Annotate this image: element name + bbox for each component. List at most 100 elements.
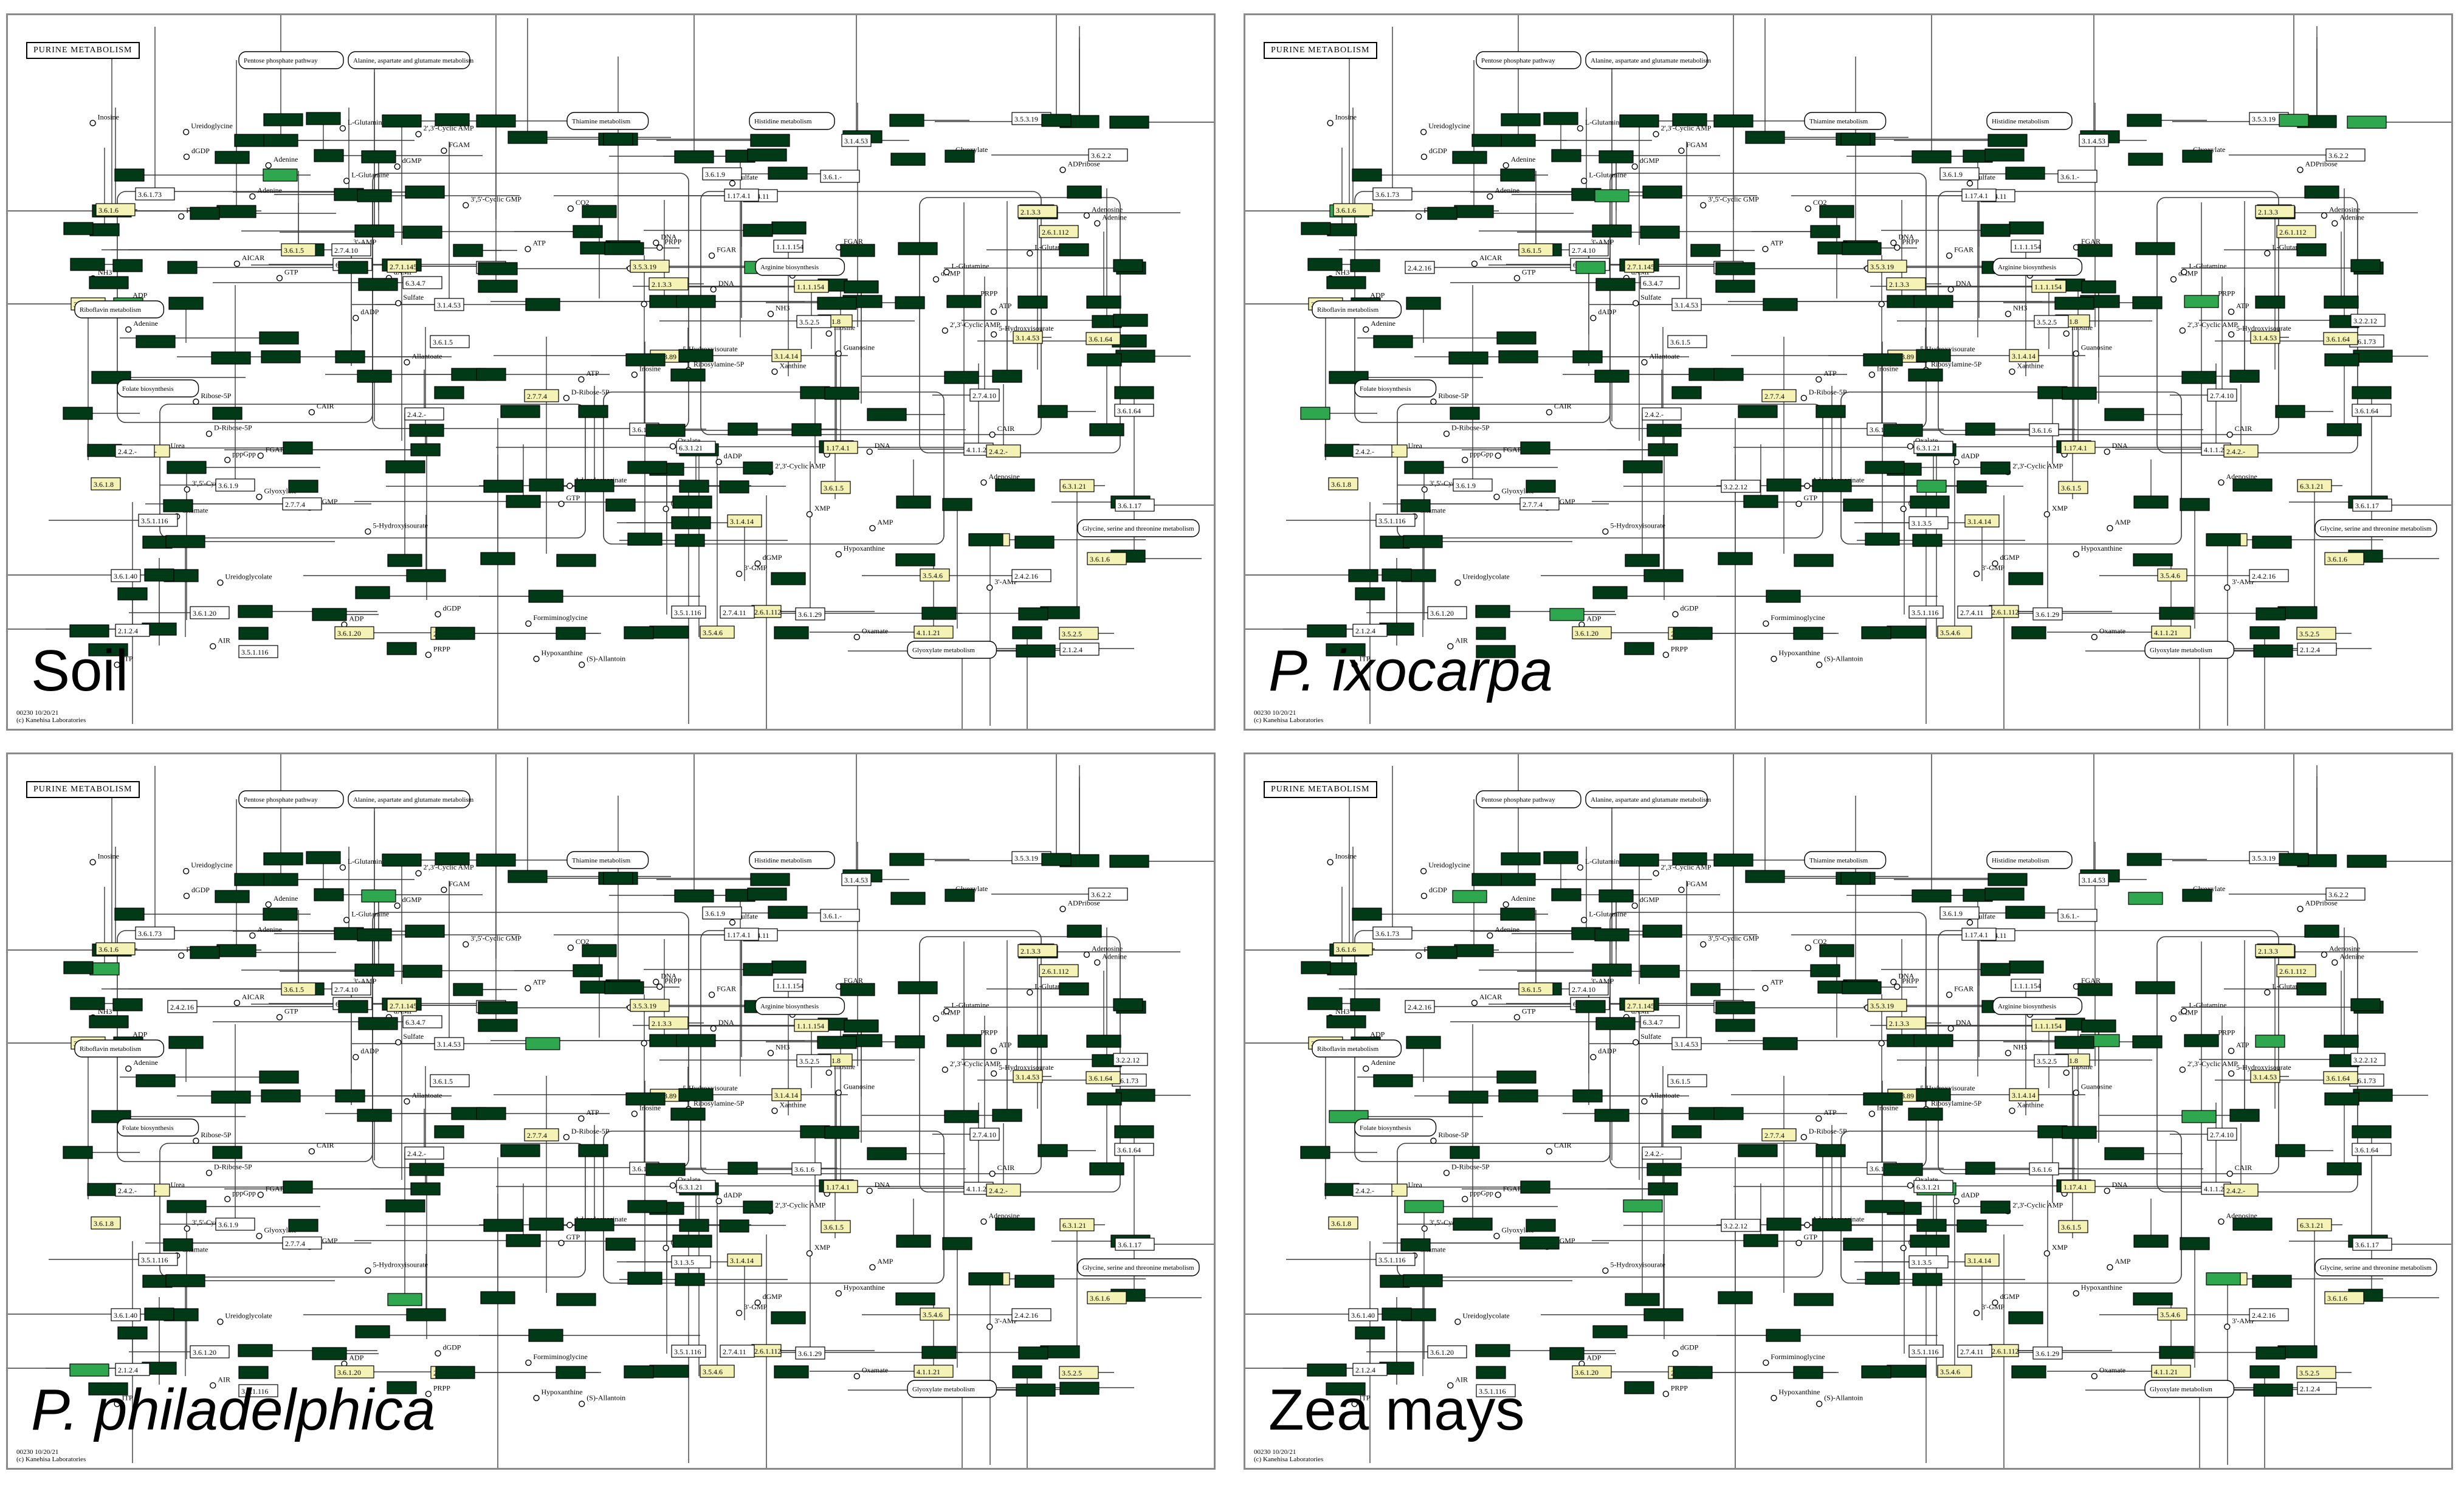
linked-map-box: Glyoxylate metabolism <box>2144 641 2235 659</box>
svg-text:3.6.1.6: 3.6.1.6 <box>2032 426 2052 435</box>
enzyme-box <box>476 853 516 867</box>
compound-label: pppGpp <box>232 450 256 458</box>
compound-label: CAIR <box>317 1141 334 1149</box>
enzyme-box <box>2132 1035 2163 1049</box>
enzyme-box <box>167 261 198 274</box>
enzyme-box <box>921 1346 957 1359</box>
svg-text:2.7.1.145: 2.7.1.145 <box>1627 263 1654 271</box>
compound-label: Allantoate <box>1649 352 1679 360</box>
enzyme-box <box>1594 189 1629 202</box>
compound-label: ATP <box>1770 978 1783 987</box>
svg-text:3.6.1.5: 3.6.1.5 <box>824 1223 844 1231</box>
svg-text:4.1.1.21: 4.1.1.21 <box>966 446 990 454</box>
compound-label: Adenine <box>133 319 158 328</box>
enzyme-box: 2.6.1.112 <box>1039 225 1079 238</box>
enzyme-box <box>1543 112 1578 125</box>
enzyme-box <box>1812 1218 1852 1231</box>
enzyme-box: 3.6.1.- <box>2057 170 2097 183</box>
enzyme-box <box>1453 1217 1493 1231</box>
compound-label: Ureidoglycolate <box>1462 1312 1509 1320</box>
enzyme-box: 3.5.1.116 <box>238 645 278 658</box>
enzyme-box <box>1475 605 1510 618</box>
compound-label: (S)-Allantoin <box>1824 655 1863 663</box>
compound-label: Adenine <box>274 894 298 903</box>
enzyme-box: 2.7.4.10 <box>2207 388 2237 402</box>
enzyme-box <box>1842 981 1882 994</box>
enzyme-box <box>1745 870 1785 883</box>
svg-text:1.1.1.154: 1.1.1.154 <box>2034 283 2062 291</box>
enzyme-box <box>1326 276 1366 289</box>
enzyme-box <box>2352 386 2392 399</box>
enzyme-box <box>1454 944 1494 957</box>
enzyme-box <box>335 1089 365 1103</box>
svg-text:3.6.1.20: 3.6.1.20 <box>1575 1368 1599 1377</box>
enzyme-box <box>1038 1144 1068 1157</box>
enzyme-box <box>771 960 807 974</box>
enzyme-box <box>1916 349 1951 362</box>
svg-text:3.1.4.14: 3.1.4.14 <box>774 1091 798 1100</box>
enzyme-box <box>2127 853 2162 866</box>
enzyme-box: 2.1.2.4 <box>115 624 150 637</box>
enzyme-box <box>2159 1346 2194 1359</box>
enzyme-box: 3.6.1.- <box>820 909 860 922</box>
svg-text:Arginine biosynthesis: Arginine biosynthesis <box>1998 264 2056 271</box>
enzyme-box: 3.5.1.116 <box>138 514 178 527</box>
compound-label: D-Ribose-5P <box>1451 424 1490 432</box>
enzyme-box <box>2104 1147 2144 1160</box>
enzyme-box <box>1812 479 1852 492</box>
enzyme-box <box>968 533 1003 546</box>
svg-text:3.6.1.64: 3.6.1.64 <box>1089 335 1112 343</box>
svg-text:4.1.1.21: 4.1.1.21 <box>2204 446 2228 454</box>
organism-label: P. philadelphica <box>31 1377 436 1442</box>
enzyme-box <box>2350 259 2381 272</box>
enzyme-box <box>117 587 148 601</box>
svg-text:2.1.3.3: 2.1.3.3 <box>1020 947 1041 956</box>
svg-text:3.5.1.116: 3.5.1.116 <box>674 1348 701 1356</box>
svg-text:1.17.4.1: 1.17.4.1 <box>1964 931 1988 939</box>
pathway-diagram: XanthosineL-GlutamineCAIRAdenineGlyoxyla… <box>1245 15 2451 729</box>
svg-text:3.5.1.116: 3.5.1.116 <box>241 1387 269 1396</box>
enzyme-box <box>476 114 516 128</box>
enzyme-box <box>453 244 483 257</box>
enzyme-box: 3.5.1.116 <box>1375 1253 1416 1266</box>
svg-text:3.2.2.12: 3.2.2.12 <box>1116 1056 1140 1064</box>
svg-text:3.6.1.17: 3.6.1.17 <box>2355 1241 2379 1249</box>
compound-label: DNA <box>1956 279 1972 288</box>
enzyme-box <box>1089 1162 1124 1176</box>
compound-label: Formiminoglycine <box>533 1352 587 1361</box>
enzyme-box <box>410 1182 441 1196</box>
enzyme-box: 3.5.4.6 <box>920 568 950 582</box>
svg-text:3.5.4.6: 3.5.4.6 <box>1940 628 1960 637</box>
svg-text:3.6.1.20: 3.6.1.20 <box>1575 629 1599 638</box>
linked-map-box: Glyoxylate metabolism <box>907 1380 997 1398</box>
compound-label: L-Glutamine <box>951 1001 989 1010</box>
enzyme-box <box>728 1162 758 1175</box>
enzyme-box <box>1715 280 1755 293</box>
enzyme-box <box>1599 150 1634 164</box>
enzyme-box: 3.6.1.6 <box>95 203 136 216</box>
enzyme-box <box>402 226 442 239</box>
enzyme-box <box>627 1272 662 1285</box>
map-credit: (c) Kanehisa Laboratories <box>1254 717 1324 724</box>
enzyme-box <box>525 298 560 311</box>
compound-label: AICAR <box>1479 253 1502 262</box>
enzyme-box <box>163 1238 193 1252</box>
enzyme-box <box>1619 114 1659 128</box>
svg-text:2.4.2.16: 2.4.2.16 <box>1408 264 1431 272</box>
enzyme-box: 3.1.4.53 <box>841 134 872 147</box>
enzyme-box: 2.7.4.11 <box>1957 605 1992 619</box>
svg-text:3.6.1.5: 3.6.1.5 <box>2061 1223 2081 1231</box>
enzyme-box <box>1448 351 1488 365</box>
linked-map-box: Glycine, serine and threonine metabolism <box>2314 519 2437 537</box>
svg-text:3.5.4.6: 3.5.4.6 <box>2160 571 2180 580</box>
enzyme-box <box>1427 946 1457 959</box>
enzyme-box <box>1745 131 1785 144</box>
enzyme-box <box>1815 405 1846 418</box>
enzyme-box <box>2350 998 2381 1011</box>
compound-label: ATP <box>1823 1108 1837 1117</box>
compound-label: AIR <box>1455 1375 1468 1383</box>
compound-label: Hypoxanthine <box>844 544 885 553</box>
enzyme-box <box>1307 1363 1347 1377</box>
svg-text:2.7.4.10: 2.7.4.10 <box>972 391 996 400</box>
linked-map-box: Pentose phosphate pathway <box>1476 790 1581 808</box>
